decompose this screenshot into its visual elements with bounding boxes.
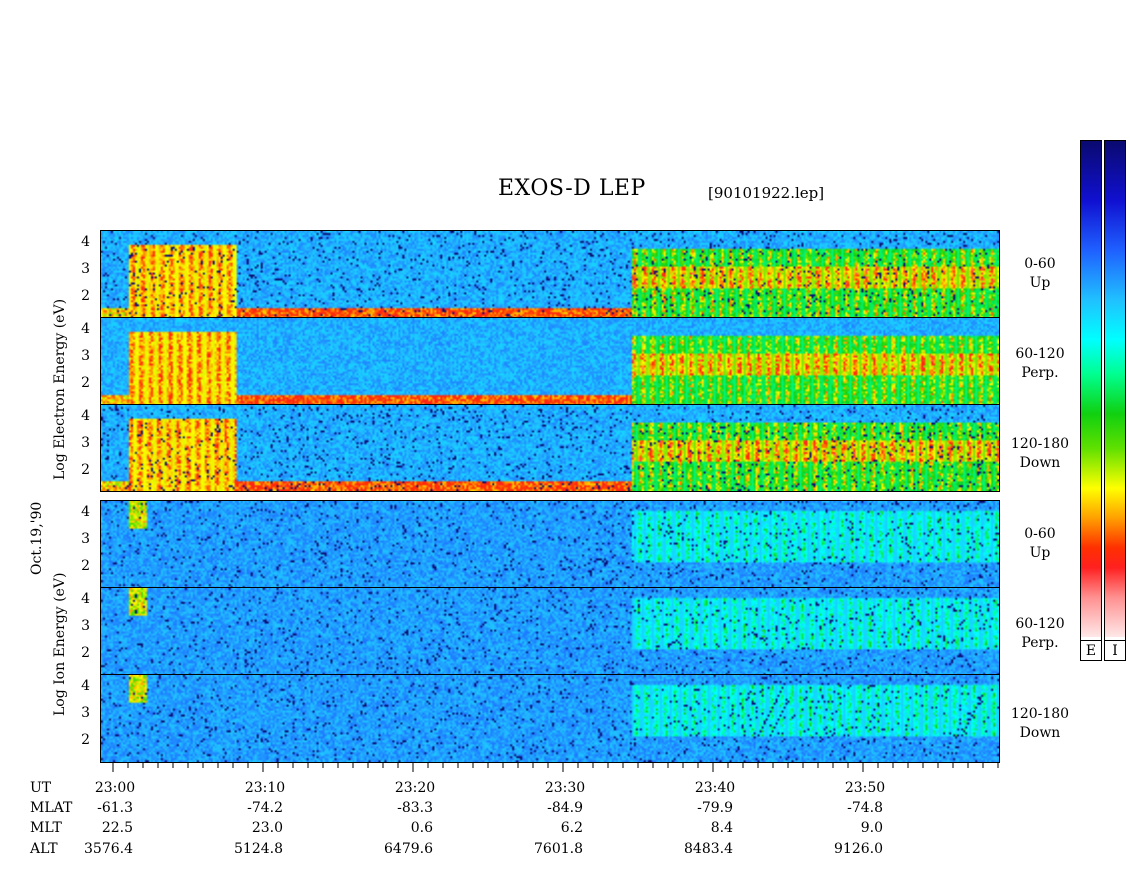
y-tick-label: 4 — [81, 504, 90, 520]
ion-colorbar: I — [1104, 140, 1126, 661]
y-tick-label: 2 — [81, 375, 90, 391]
ephemeris-value: 23:40 — [694, 780, 736, 796]
ephemeris-value: 9.0 — [860, 820, 883, 836]
ephemeris-value: -84.9 — [547, 800, 583, 816]
date-label: Oct.19,'90 — [29, 501, 45, 575]
electron-spectrogram-up — [101, 231, 999, 318]
y-tick-label: 2 — [81, 732, 90, 748]
electron-spectrogram-down — [101, 405, 999, 491]
ephemeris-value: 9126.0 — [834, 841, 883, 857]
ephemeris-value: 3576.4 — [84, 841, 133, 857]
alt-row-label: ALT — [30, 841, 58, 857]
ephemeris-value: -61.3 — [97, 800, 133, 816]
y-tick-label: 4 — [81, 591, 90, 607]
ephemeris-value: 23:10 — [244, 780, 286, 796]
ion-colorbar-gradient — [1105, 141, 1125, 637]
y-tick-label: 3 — [81, 531, 90, 547]
mlat-row-label: MLAT — [30, 800, 73, 816]
y-tick-label: 4 — [81, 321, 90, 337]
ephemeris-value: 5124.8 — [234, 841, 283, 857]
electron-panel-perp — [100, 317, 1000, 406]
ion-axis-label: Log Ion Energy (eV) — [52, 572, 68, 716]
ut-row-label: UT — [30, 780, 52, 796]
electron-axis-label: Log Electron Energy (eV) — [52, 298, 68, 480]
ion-panel-up — [100, 500, 1000, 589]
file-name: [90101922.lep] — [708, 184, 825, 202]
ion-panel-perp — [100, 587, 1000, 676]
chart-title: EXOS-D LEP — [498, 176, 646, 201]
y-tick-label: 4 — [81, 408, 90, 424]
ephemeris-value: 0.6 — [410, 820, 433, 836]
x-axis-ticks — [112, 762, 999, 772]
electron-panel-up — [100, 230, 1000, 319]
ion-panel-down — [100, 674, 1000, 763]
ephemeris-value: 22.5 — [101, 820, 133, 836]
ion-spectrogram-perp — [101, 588, 999, 675]
ephemeris-value: 8483.4 — [684, 841, 733, 857]
y-tick-label: 3 — [81, 435, 90, 451]
ephemeris-value: 7601.8 — [534, 841, 583, 857]
ion-spectrogram-down — [101, 675, 999, 762]
y-tick-label: 3 — [81, 618, 90, 634]
ion-colorbar-tag: I — [1105, 640, 1125, 660]
ion-up-label: 0-60 Up — [1024, 526, 1056, 561]
electron-colorbar-tag: E — [1081, 640, 1101, 660]
y-tick-label: 3 — [81, 705, 90, 721]
y-tick-label: 4 — [81, 678, 90, 694]
electron-up-label: 0-60 Up — [1024, 256, 1056, 291]
ephemeris-value: 8.4 — [710, 820, 733, 836]
ephemeris-value: -83.3 — [397, 800, 433, 816]
electron-perp-label: 60-120 Perp. — [1015, 346, 1065, 381]
electron-colorbar: E — [1080, 140, 1102, 661]
ephemeris-value: 23:50 — [844, 780, 886, 796]
ephemeris-value: 6.2 — [560, 820, 583, 836]
y-tick-label: 2 — [81, 558, 90, 574]
ephemeris-value: -79.9 — [697, 800, 733, 816]
ephemeris-value: -74.2 — [247, 800, 283, 816]
mlt-row-label: MLT — [30, 820, 62, 836]
y-tick-label: 2 — [81, 645, 90, 661]
y-tick-label: 4 — [81, 234, 90, 250]
ephemeris-value: 6479.6 — [384, 841, 433, 857]
electron-spectrogram-perp — [101, 318, 999, 405]
electron-down-label: 120-180 Down — [1010, 436, 1070, 471]
ion-down-label: 120-180 Down — [1010, 706, 1070, 741]
y-tick-label: 3 — [81, 348, 90, 364]
ephemeris-value: 23:30 — [544, 780, 586, 796]
ephemeris-value: 23.0 — [251, 820, 283, 836]
ephemeris-value: 23:20 — [394, 780, 436, 796]
ion-perp-label: 60-120 Perp. — [1015, 616, 1065, 651]
y-tick-label: 3 — [81, 261, 90, 277]
ion-spectrogram-up — [101, 501, 999, 588]
electron-panel-down — [100, 404, 1000, 492]
electron-colorbar-gradient — [1081, 141, 1101, 637]
y-tick-label: 2 — [81, 288, 90, 304]
y-tick-label: 2 — [81, 462, 90, 478]
ephemeris-value: -74.8 — [847, 800, 883, 816]
ephemeris-value: 23:00 — [94, 780, 136, 796]
